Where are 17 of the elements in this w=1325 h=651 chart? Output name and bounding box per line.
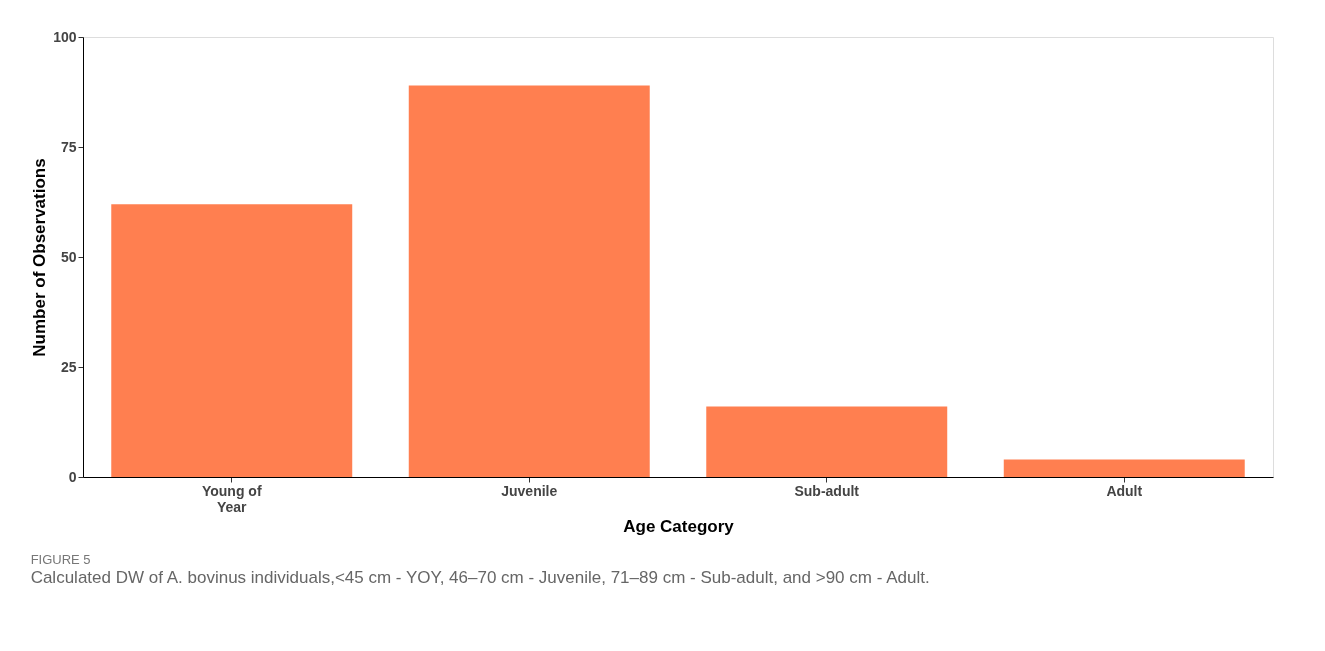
y-axis-title: Number of Observations <box>30 158 50 357</box>
bar <box>408 85 650 477</box>
y-tick-label: 100 <box>53 28 77 45</box>
y-tick-label: 75 <box>60 138 77 155</box>
x-tick-label: Young of Year <box>201 482 262 515</box>
y-tick-label: 0 <box>68 468 77 485</box>
bar <box>111 204 353 477</box>
caption: FIGURE 5 <box>30 552 91 567</box>
bar <box>706 406 948 477</box>
x-tick-label: Sub-adult <box>794 482 860 499</box>
text: Calculated DW of A. bovinus individuals,<45 cm - YOY, 46–70 cm - Juvenile, 71–89 cm - Sub-adult, and >90 cm - Adult. <box>30 568 930 587</box>
y-tick-label: 50 <box>60 248 77 265</box>
x-axis-title: Age Category <box>623 516 735 536</box>
y-tick-label: 25 <box>60 358 77 375</box>
x-tick-label: Juvenile <box>501 482 558 499</box>
x-tick-label: Adult <box>1106 482 1143 499</box>
bar <box>1003 459 1245 477</box>
